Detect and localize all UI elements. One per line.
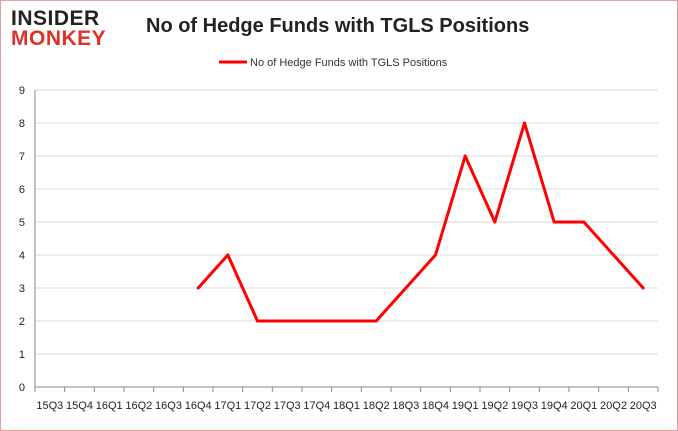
x-tick-label: 19Q2: [481, 400, 508, 412]
x-tick-label: 18Q3: [392, 400, 419, 412]
data-point: [612, 253, 615, 257]
y-tick-label: 8: [19, 118, 25, 130]
data-point: [315, 319, 319, 323]
data-point: [523, 121, 526, 125]
data-point: [582, 220, 586, 224]
x-tick-label: 18Q4: [422, 400, 449, 412]
data-point: [463, 154, 467, 158]
x-tick-label: 17Q3: [274, 400, 301, 412]
x-tick-label: 20Q2: [600, 400, 627, 412]
y-tick-label: 0: [19, 382, 25, 394]
y-tick-label: 6: [19, 184, 25, 196]
y-tick-label: 4: [19, 250, 25, 262]
x-tick-label: 18Q1: [333, 400, 360, 412]
x-tick-label: 15Q3: [36, 400, 63, 412]
data-point: [641, 286, 645, 290]
x-tick-label: 20Q3: [630, 400, 657, 412]
x-tick-label: 15Q4: [66, 400, 93, 412]
x-tick-label: 16Q3: [155, 400, 182, 412]
series-line: [197, 121, 645, 323]
x-tick-label: 18Q2: [363, 400, 390, 412]
x-tick-label: 19Q1: [452, 400, 479, 412]
x-tick-label: 17Q2: [244, 400, 271, 412]
legend-label: No of Hedge Funds with TGLS Positions: [250, 57, 448, 69]
y-tick-label: 3: [19, 283, 25, 295]
x-tick-label: 17Q4: [303, 400, 330, 412]
data-point: [552, 220, 556, 224]
y-tick-label: 2: [19, 316, 25, 328]
data-point: [493, 220, 497, 224]
chart-title: No of Hedge Funds with TGLS Positions: [146, 15, 530, 37]
data-point: [226, 253, 230, 257]
y-tick-label: 7: [19, 151, 25, 163]
x-tick-label: 16Q1: [96, 400, 123, 412]
data-point: [374, 319, 378, 323]
x-tick-label: 19Q3: [511, 400, 538, 412]
insider-monkey-logo: INSIDER MONKEY: [11, 7, 129, 50]
x-tick-label: 19Q4: [541, 400, 568, 412]
x-tick-label: 17Q1: [214, 400, 241, 412]
y-tick-label: 1: [19, 349, 25, 361]
y-tick-label: 9: [19, 85, 25, 97]
logo-line1: INSIDER: [11, 7, 100, 30]
data-point: [256, 319, 259, 323]
y-tick-label: 5: [19, 217, 25, 229]
x-tick-label: 20Q1: [570, 400, 597, 412]
data-point: [345, 319, 348, 323]
x-tick-label: 16Q4: [185, 400, 212, 412]
data-point: [434, 253, 437, 257]
data-point: [196, 286, 200, 290]
x-tick-label: 16Q2: [125, 400, 152, 412]
data-point: [285, 319, 289, 323]
logo-line2: MONKEY: [11, 27, 107, 50]
data-point: [404, 286, 408, 290]
